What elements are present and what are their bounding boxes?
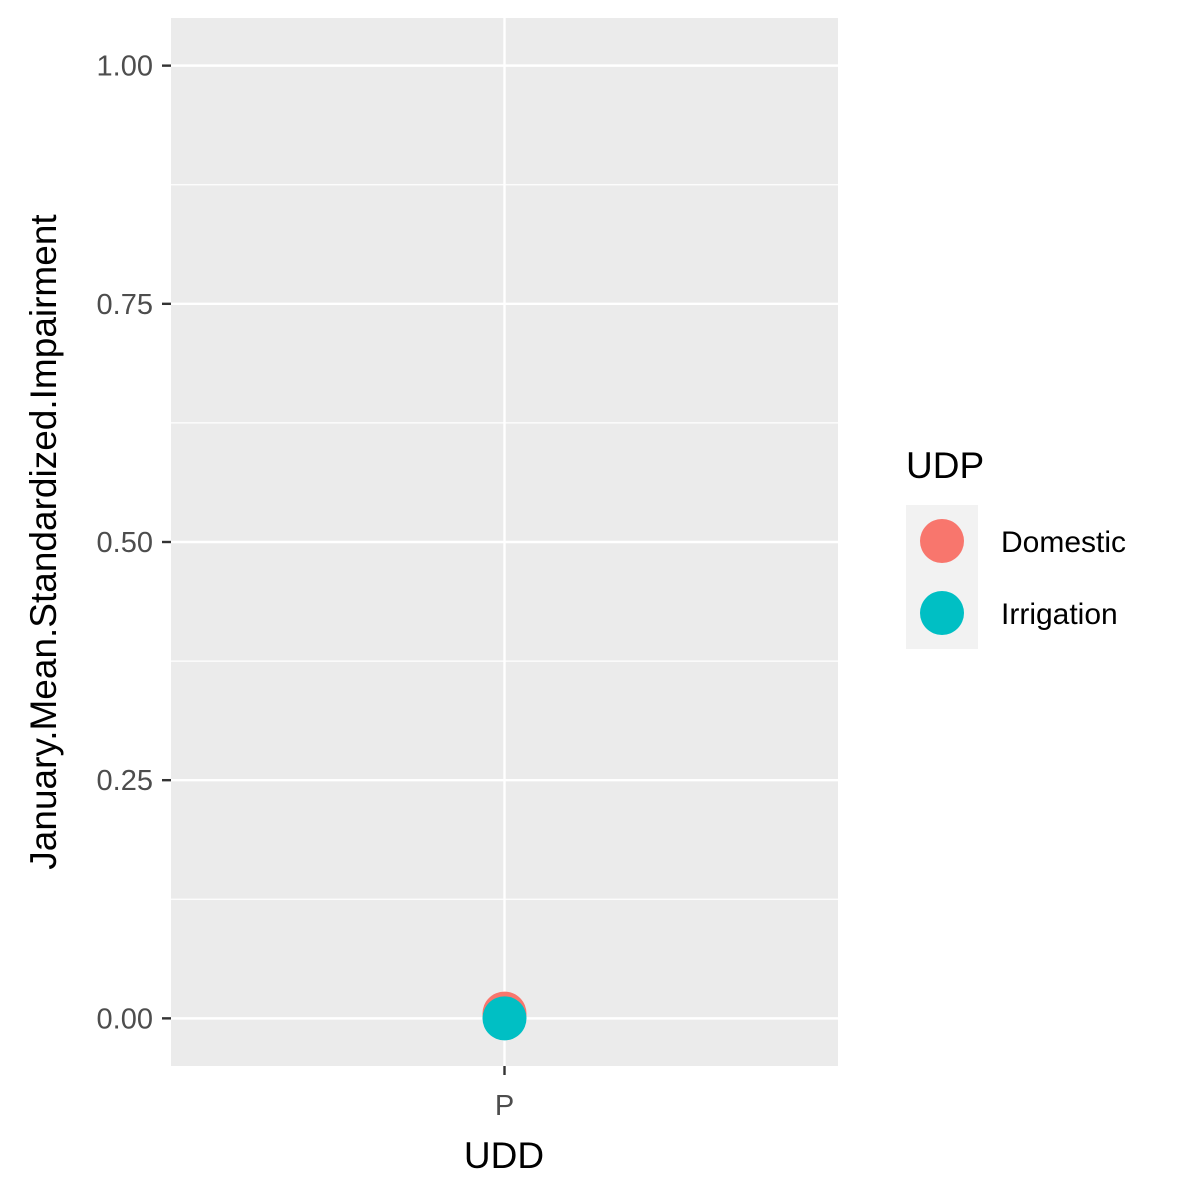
legend-label-irrigation: Irrigation bbox=[1001, 598, 1118, 631]
legend: UDP Domestic Irrigation bbox=[906, 445, 1126, 649]
x-axis: P bbox=[495, 1066, 514, 1122]
y-tick-label: 0.50 bbox=[97, 527, 153, 559]
y-tick-label: 0.75 bbox=[97, 289, 153, 321]
data-points bbox=[482, 991, 527, 1041]
legend-key-irrigation bbox=[920, 591, 964, 635]
y-axis-title: January.Mean.Standardized.Impairment bbox=[23, 214, 64, 870]
legend-title: UDP bbox=[906, 445, 984, 486]
legend-label-domestic: Domestic bbox=[1001, 526, 1126, 559]
y-axis: 0.00 0.25 0.50 0.75 1.00 bbox=[97, 51, 171, 1035]
x-axis-title: UDD bbox=[464, 1135, 544, 1176]
y-tick-label: 0.00 bbox=[97, 1003, 153, 1035]
y-tick-label: 0.25 bbox=[97, 765, 153, 797]
x-tick-label: P bbox=[495, 1090, 514, 1122]
data-point-irrigation bbox=[482, 996, 527, 1041]
legend-key-domestic bbox=[920, 519, 964, 563]
grid-lines bbox=[171, 18, 838, 1066]
y-tick-label: 1.00 bbox=[97, 51, 153, 83]
